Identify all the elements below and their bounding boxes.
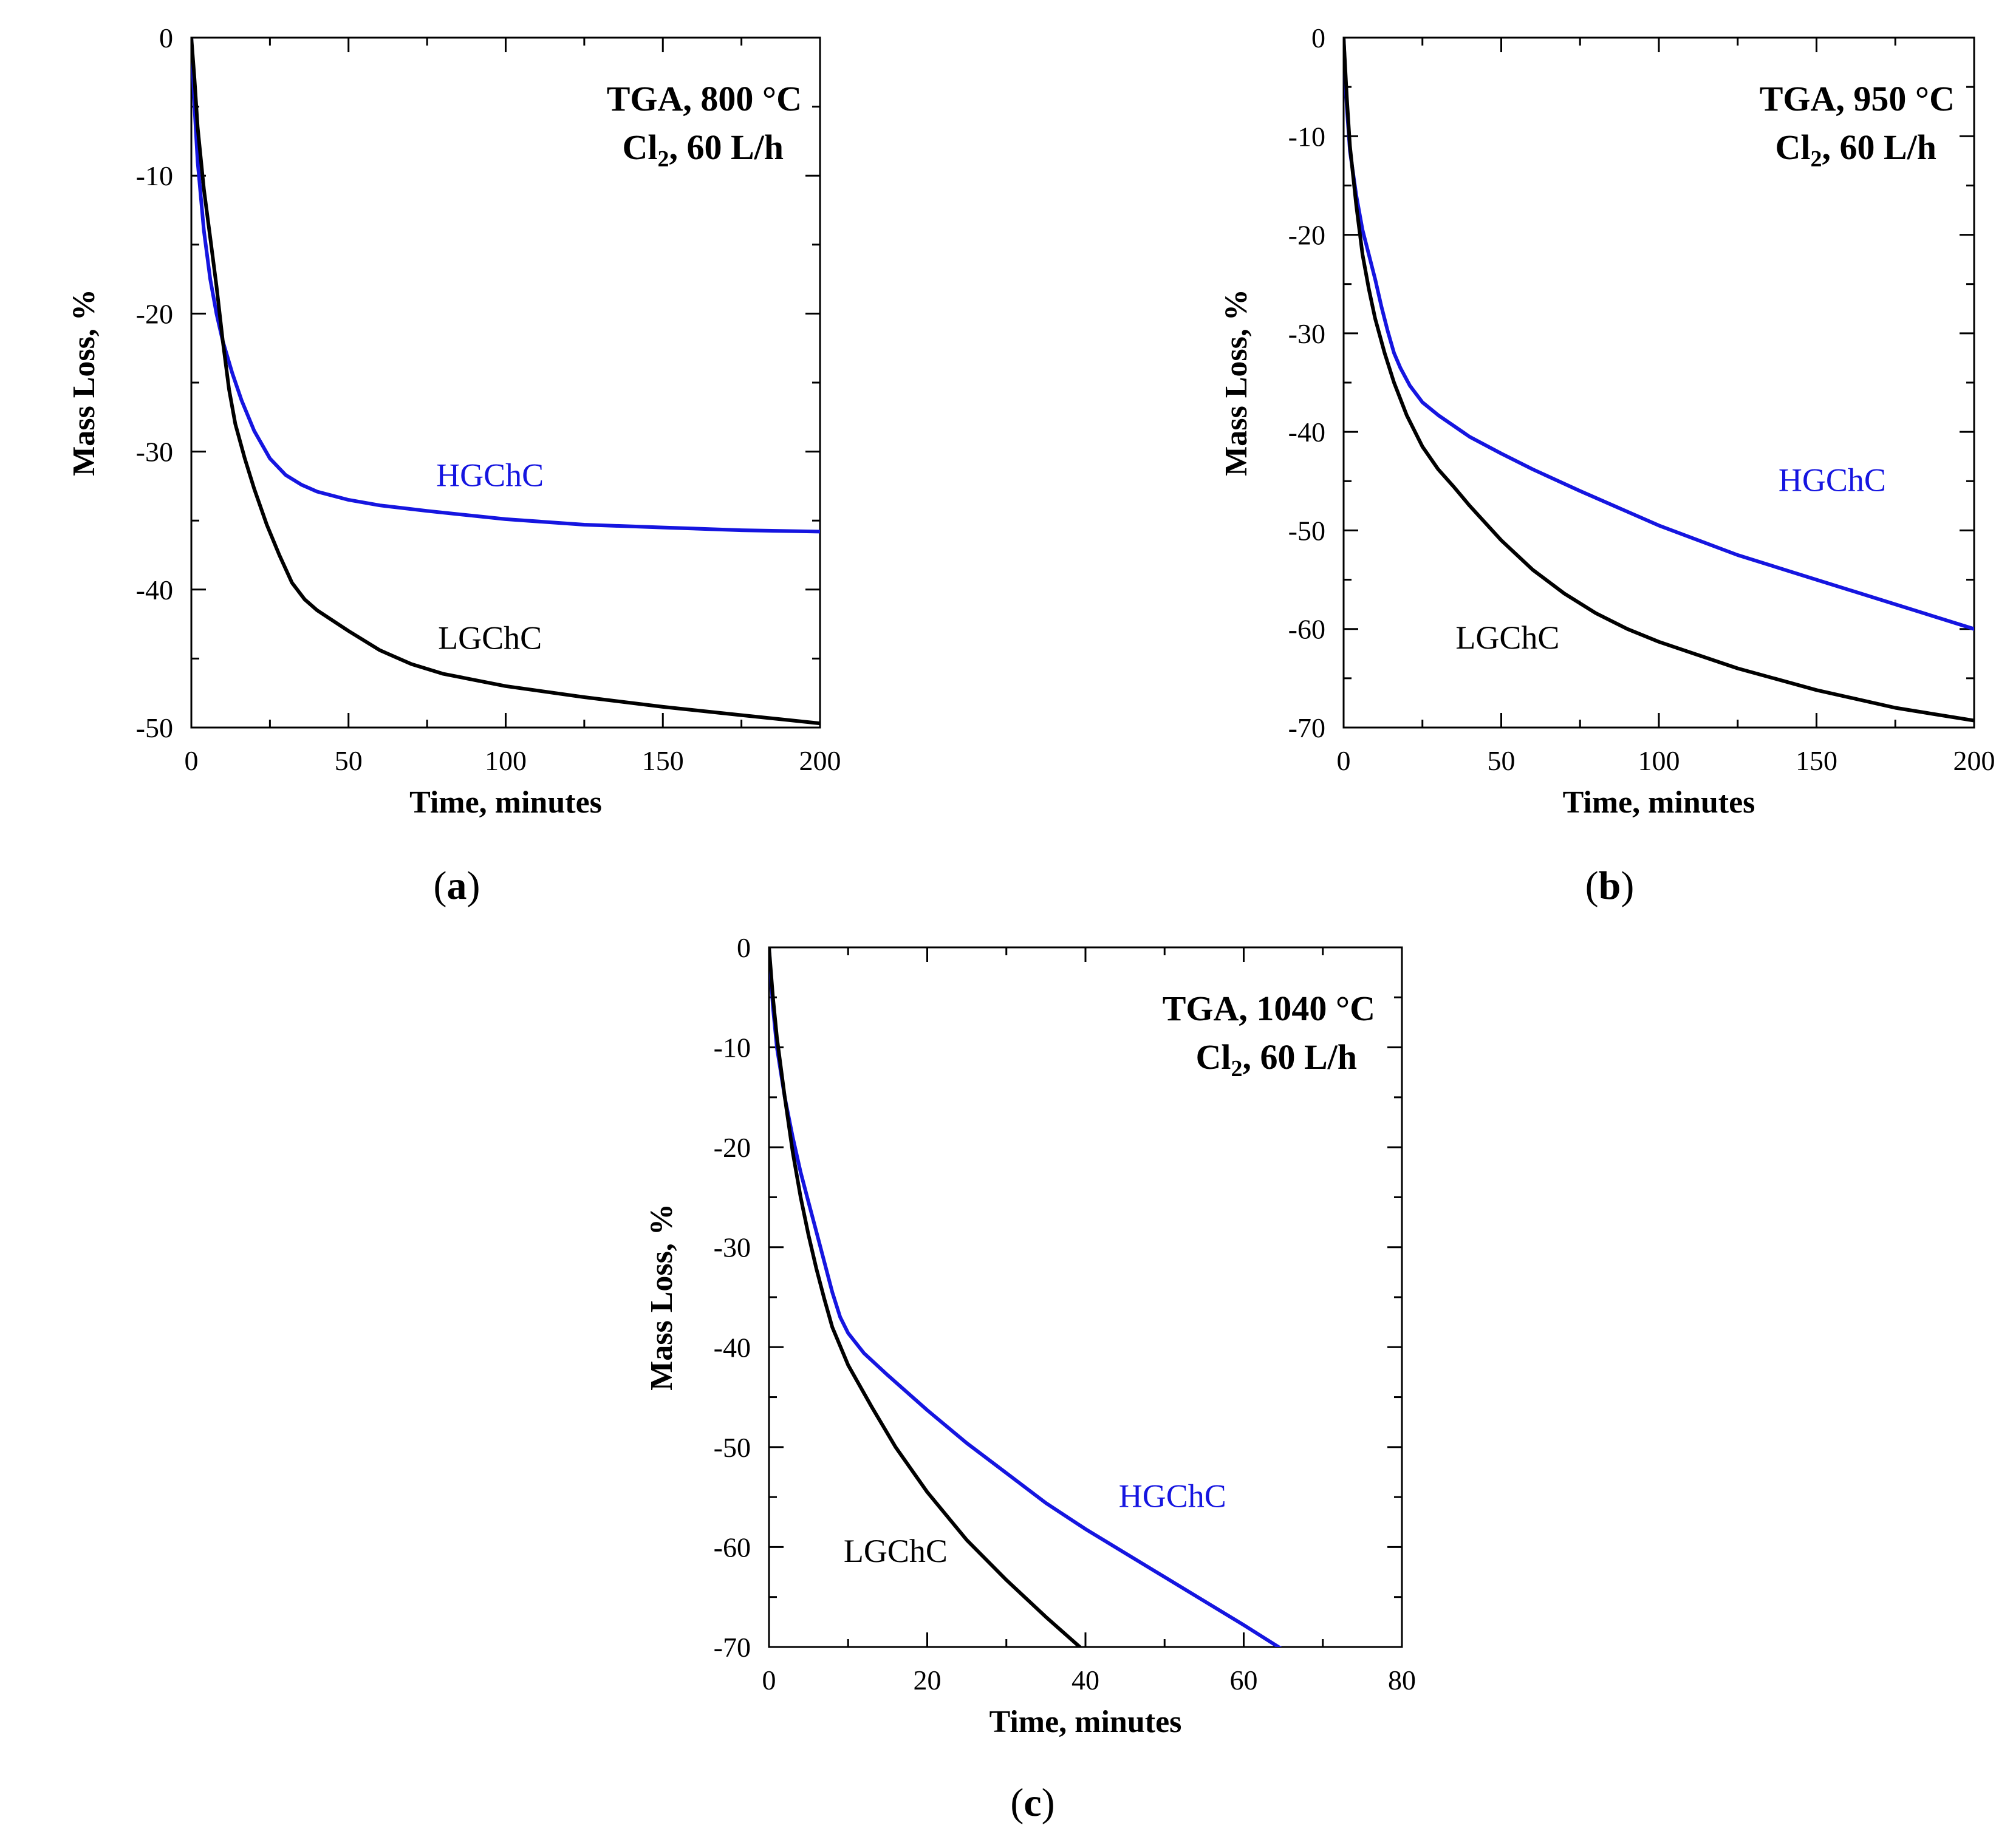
condition-gas: Cl [1775, 128, 1810, 167]
panel-label-open: ( [434, 864, 447, 908]
grid-labels: 0 50 100 150 200 0 -10 -20 -30 -40 -50 -60 -70 Time, … [1219, 22, 1995, 820]
condition-gas: Cl [622, 128, 657, 167]
hgchc-line [191, 38, 820, 534]
panel-label-letter: a [447, 864, 467, 908]
hgchc-label: HGChC [1119, 1478, 1226, 1515]
condition-line-2: Cl2, 60 L/h [1775, 128, 1936, 172]
panel-label-letter: b [1599, 864, 1621, 908]
x-tick-label: 20 [914, 1665, 942, 1696]
hgchc-line [769, 947, 1282, 1647]
x-tick-label: 100 [485, 745, 527, 776]
y-tick-label: -20 [714, 1132, 751, 1163]
ticks [1342, 36, 1975, 729]
y-tick-label: 0 [737, 932, 751, 963]
y-tick-label: -30 [1288, 318, 1325, 349]
x-tick-label: 60 [1230, 1665, 1258, 1696]
x-tick-label: 50 [1488, 745, 1516, 776]
y-tick-label: 0 [1311, 22, 1325, 53]
y-tick-label: -60 [714, 1532, 751, 1563]
grid-labels: 0 20 40 60 80 0 -10 -20 -30 -40 -50 -60 -70 Time, min… [644, 932, 1416, 1739]
condition-line-1: TGA, 950 °C [1760, 79, 1955, 118]
y-tick-label: -30 [136, 437, 173, 468]
x-axis-title: Time, minutes [989, 1705, 1182, 1739]
lgchc-label: LGChC [438, 619, 542, 656]
y-tick-label: -50 [136, 712, 173, 743]
x-tick-label: 200 [799, 745, 841, 776]
y-tick-label: -40 [1288, 417, 1325, 448]
y-tick-label: -30 [714, 1232, 751, 1263]
x-tick-label: 200 [1953, 745, 1995, 776]
grid-labels: 0 50 100 150 200 0 -10 -20 -30 -40 -50 Time, minute… [67, 22, 841, 820]
condition-flow: , 60 L/h [669, 128, 784, 167]
y-tick-label: -40 [714, 1332, 751, 1363]
panel-a: 0 50 100 150 200 0 -10 -20 -30 -40 -50 Time, minute… [67, 22, 841, 908]
condition-gas-subscript: 2 [1231, 1056, 1242, 1082]
y-tick-label: -10 [136, 160, 173, 191]
panel-b: 0 50 100 150 200 0 -10 -20 -30 -40 -50 -60 -70 Time, … [1219, 22, 1995, 908]
condition-gas-subscript: 2 [1810, 146, 1822, 172]
y-axis-title: Mass Loss, % [644, 1204, 679, 1391]
condition-gas-subscript: 2 [657, 146, 669, 172]
x-tick-label: 0 [1337, 745, 1351, 776]
series-lines [191, 38, 820, 726]
x-tick-label: 50 [335, 745, 363, 776]
y-axis-title: Mass Loss, % [67, 289, 101, 476]
y-tick-label: -60 [1288, 614, 1325, 645]
ticks [768, 946, 1403, 1648]
y-tick-label: -10 [714, 1032, 751, 1063]
panel-label: (a) [434, 864, 480, 908]
panel-label: (c) [1010, 1781, 1054, 1825]
y-tick-label: -50 [1288, 515, 1325, 546]
x-tick-label: 0 [185, 745, 199, 776]
x-tick-label: 150 [1796, 745, 1837, 776]
annotations: HGChC LGChC TGA, 800 °C Cl2, 60 L/h (a) [434, 79, 802, 908]
ticks [190, 36, 821, 729]
condition-flow: , 60 L/h [1822, 128, 1936, 167]
x-tick-label: 80 [1388, 1665, 1416, 1696]
condition-flow: , 60 L/h [1242, 1037, 1357, 1077]
annotations: HGChC LGChC TGA, 1040 °C Cl2, 60 L/h (c) [844, 989, 1375, 1825]
y-axis-title: Mass Loss, % [1219, 289, 1254, 476]
x-axis-title: Time, minutes [1563, 785, 1755, 820]
condition-line-1: TGA, 1040 °C [1163, 989, 1375, 1028]
y-tick-label: 0 [159, 22, 173, 53]
hgchc-label: HGChC [436, 457, 544, 493]
series-lines [1344, 38, 1974, 723]
y-tick-label: -20 [136, 298, 173, 329]
x-tick-label: 40 [1071, 1665, 1099, 1696]
y-tick-label: -70 [1288, 712, 1325, 743]
panel-label-open: ( [1010, 1781, 1024, 1825]
panel-label-close: ) [1042, 1781, 1055, 1825]
panel-c: 0 20 40 60 80 0 -10 -20 -30 -40 -50 -60 -70 Time, min… [644, 932, 1416, 1825]
panel-label-close: ) [467, 864, 480, 908]
annotations: HGChC LGChC TGA, 950 °C Cl2, 60 L/h (b) [1455, 79, 1955, 908]
hgchc-label: HGChC [1779, 462, 1886, 499]
lgchc-label: LGChC [1455, 619, 1559, 656]
lgchc-line [769, 947, 1083, 1647]
hgchc-line [1344, 38, 1974, 631]
lgchc-line [191, 38, 820, 726]
condition-line-2: Cl2, 60 L/h [1195, 1037, 1357, 1082]
condition-line-2: Cl2, 60 L/h [622, 128, 784, 172]
x-tick-label: 100 [1638, 745, 1680, 776]
panel-label: (b) [1585, 864, 1635, 908]
y-tick-label: -10 [1288, 121, 1325, 152]
panel-label-open: ( [1585, 864, 1599, 908]
x-tick-label: 0 [762, 1665, 776, 1696]
y-tick-label: -40 [136, 575, 173, 605]
lgchc-label: LGChC [844, 1533, 948, 1569]
lgchc-line [1344, 38, 1974, 723]
y-tick-label: -70 [714, 1632, 751, 1663]
panel-label-close: ) [1621, 864, 1634, 908]
y-tick-label: -20 [1288, 220, 1325, 251]
condition-line-1: TGA, 800 °C [607, 79, 802, 118]
y-tick-label: -50 [714, 1432, 751, 1463]
series-lines [769, 947, 1282, 1647]
panel-label-letter: c [1024, 1781, 1041, 1825]
x-tick-label: 150 [642, 745, 684, 776]
condition-gas: Cl [1195, 1037, 1231, 1077]
x-axis-title: Time, minutes [409, 785, 602, 820]
